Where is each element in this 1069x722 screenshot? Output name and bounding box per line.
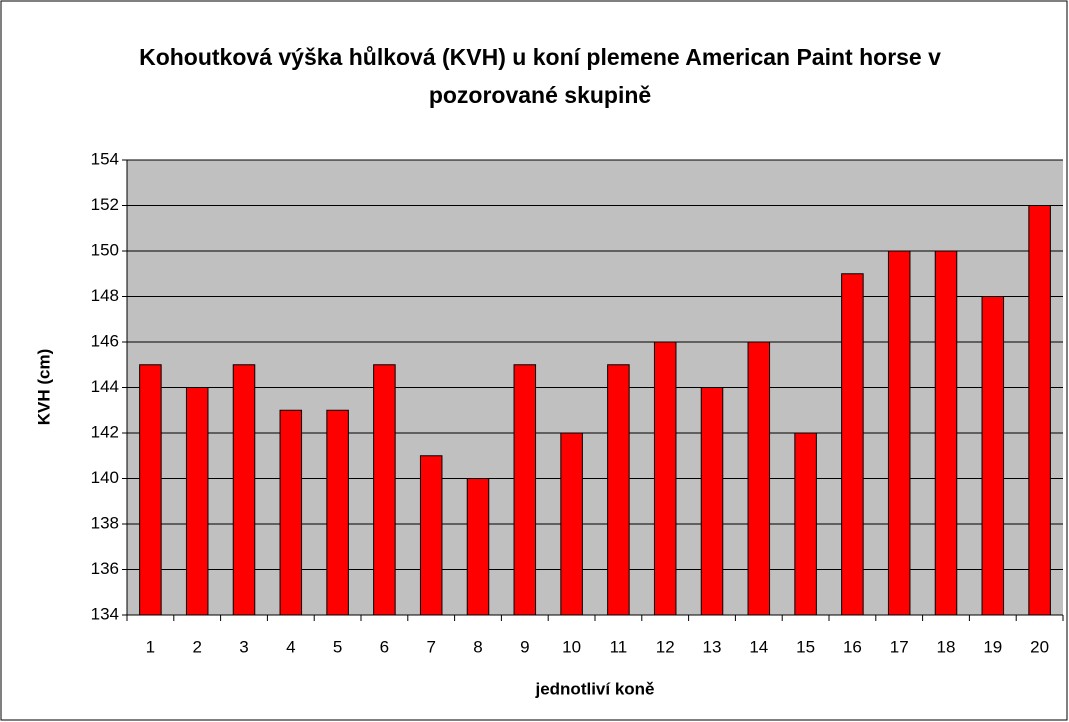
x-tick-label: 18	[937, 637, 956, 656]
y-tick-label: 146	[91, 331, 119, 350]
x-tick-label: 7	[426, 637, 435, 656]
y-axis-title: KVH (cm)	[34, 349, 53, 426]
x-tick-label: 1	[146, 637, 155, 656]
y-tick-label: 152	[91, 195, 119, 214]
bar	[232, 364, 256, 616]
x-tick-label: 9	[520, 637, 529, 656]
x-tick-label: 5	[333, 637, 342, 656]
bar	[841, 273, 864, 616]
x-axis-title: jednotliví koně	[534, 679, 654, 698]
y-tick-label: 154	[91, 149, 119, 168]
bar	[607, 364, 630, 616]
y-tick-label: 140	[91, 468, 119, 487]
bar	[653, 341, 677, 616]
x-tick-label: 14	[749, 637, 768, 656]
x-tick-label: 12	[656, 637, 675, 656]
x-tick-label: 4	[286, 637, 295, 656]
y-tick-label: 134	[91, 604, 119, 623]
bar	[700, 387, 724, 616]
bar	[1028, 205, 1051, 616]
bar	[513, 364, 537, 616]
bar	[279, 409, 303, 616]
x-tick-label: 8	[473, 637, 482, 656]
bar	[185, 387, 209, 616]
y-tick-label: 142	[91, 422, 119, 441]
y-tick-label: 136	[91, 559, 119, 578]
bar	[466, 478, 490, 616]
x-tick-label: 15	[796, 637, 815, 656]
x-tick-label: 3	[239, 637, 248, 656]
bar	[887, 250, 911, 616]
bar	[560, 432, 583, 616]
bar	[981, 296, 1005, 616]
x-tick-label: 11	[610, 637, 628, 656]
chart-title: Kohoutková výška hůlková (KVH) u koní pl…	[139, 44, 941, 108]
y-tick-label: 138	[91, 513, 119, 532]
bar	[747, 341, 771, 616]
y-tick-label: 144	[91, 377, 119, 396]
x-tick-label: 10	[562, 637, 581, 656]
y-tick-label: 150	[91, 240, 119, 259]
x-tick-label: 13	[703, 637, 722, 656]
y-tick-label: 148	[91, 286, 119, 305]
x-tick-label: 17	[890, 637, 909, 656]
x-tick-label: 2	[192, 637, 201, 656]
bar	[934, 250, 958, 616]
x-tick-label: 20	[1030, 637, 1049, 656]
x-tick-label: 6	[380, 637, 389, 656]
bar	[139, 364, 162, 616]
bar	[326, 409, 349, 616]
x-tick-label: 16	[843, 637, 862, 656]
x-tick-label: 19	[983, 637, 1002, 656]
bar	[794, 432, 817, 616]
bar	[373, 364, 396, 616]
bar	[419, 455, 443, 616]
